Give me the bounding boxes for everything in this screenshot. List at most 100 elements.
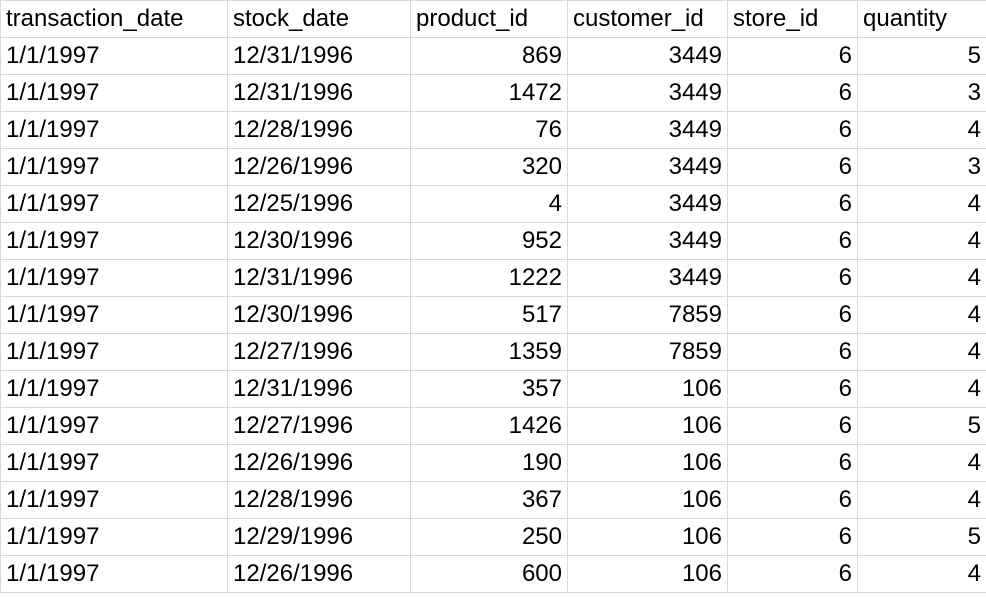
customer-id-cell[interactable]: 7859 — [567, 333, 728, 371]
product-id-cell[interactable]: 1359 — [410, 333, 568, 371]
product-id-cell[interactable]: 357 — [410, 370, 568, 408]
store-id-cell[interactable]: 6 — [727, 222, 858, 260]
quantity-cell[interactable]: 5 — [857, 407, 986, 445]
quantity-cell[interactable]: 4 — [857, 481, 986, 519]
quantity-cell[interactable]: 4 — [857, 259, 986, 297]
quantity-cell[interactable]: 3 — [857, 148, 986, 186]
transaction-date-cell[interactable]: 1/1/1997 — [0, 555, 228, 593]
customer-id-cell[interactable]: 3449 — [567, 74, 728, 112]
stock-date-cell[interactable]: 12/28/1996 — [227, 481, 411, 519]
customer-id-cell[interactable]: 3449 — [567, 37, 728, 75]
quantity-cell[interactable]: 4 — [857, 111, 986, 149]
customer-id-cell[interactable]: 3449 — [567, 259, 728, 297]
customer-id-cell[interactable]: 106 — [567, 481, 728, 519]
product-id-cell[interactable]: 190 — [410, 444, 568, 482]
product-id-cell[interactable]: 250 — [410, 518, 568, 556]
stock-date-cell[interactable]: 12/30/1996 — [227, 222, 411, 260]
quantity-cell[interactable]: 4 — [857, 185, 986, 223]
transaction-date-cell[interactable]: 1/1/1997 — [0, 333, 228, 371]
customer-id-cell[interactable]: 106 — [567, 518, 728, 556]
quantity-cell[interactable]: 4 — [857, 333, 986, 371]
table-row: 1/1/1997 12/29/1996 250 106 6 5 — [0, 518, 986, 556]
transaction-date-cell[interactable]: 1/1/1997 — [0, 37, 228, 75]
customer-id-cell[interactable]: 3449 — [567, 148, 728, 186]
customer-id-cell[interactable]: 3449 — [567, 222, 728, 260]
transaction-date-cell[interactable]: 1/1/1997 — [0, 407, 228, 445]
store-id-cell[interactable]: 6 — [727, 407, 858, 445]
stock-date-cell[interactable]: 12/27/1996 — [227, 333, 411, 371]
product-id-cell[interactable]: 367 — [410, 481, 568, 519]
product-id-cell[interactable]: 320 — [410, 148, 568, 186]
quantity-cell[interactable]: 3 — [857, 74, 986, 112]
quantity-cell[interactable]: 4 — [857, 370, 986, 408]
transaction-date-cell[interactable]: 1/1/1997 — [0, 370, 228, 408]
store-id-cell[interactable]: 6 — [727, 333, 858, 371]
header-cell-transaction-date[interactable]: transaction_date — [0, 0, 228, 38]
store-id-cell[interactable]: 6 — [727, 74, 858, 112]
store-id-cell[interactable]: 6 — [727, 37, 858, 75]
product-id-cell[interactable]: 1472 — [410, 74, 568, 112]
store-id-cell[interactable]: 6 — [727, 185, 858, 223]
quantity-cell[interactable]: 5 — [857, 37, 986, 75]
header-cell-product-id[interactable]: product_id — [410, 0, 568, 38]
store-id-cell[interactable]: 6 — [727, 555, 858, 593]
stock-date-cell[interactable]: 12/31/1996 — [227, 370, 411, 408]
table-row: 1/1/1997 12/26/1996 600 106 6 4 — [0, 555, 986, 593]
stock-date-cell[interactable]: 12/31/1996 — [227, 37, 411, 75]
header-cell-store-id[interactable]: store_id — [727, 0, 858, 38]
transaction-date-cell[interactable]: 1/1/1997 — [0, 481, 228, 519]
store-id-cell[interactable]: 6 — [727, 481, 858, 519]
table-row: 1/1/1997 12/26/1996 320 3449 6 3 — [0, 148, 986, 186]
store-id-cell[interactable]: 6 — [727, 518, 858, 556]
transaction-date-cell[interactable]: 1/1/1997 — [0, 111, 228, 149]
store-id-cell[interactable]: 6 — [727, 148, 858, 186]
store-id-cell[interactable]: 6 — [727, 370, 858, 408]
quantity-cell[interactable]: 5 — [857, 518, 986, 556]
quantity-cell[interactable]: 4 — [857, 444, 986, 482]
transaction-date-cell[interactable]: 1/1/1997 — [0, 222, 228, 260]
stock-date-cell[interactable]: 12/27/1996 — [227, 407, 411, 445]
stock-date-cell[interactable]: 12/26/1996 — [227, 148, 411, 186]
stock-date-cell[interactable]: 12/25/1996 — [227, 185, 411, 223]
store-id-cell[interactable]: 6 — [727, 111, 858, 149]
quantity-cell[interactable]: 4 — [857, 222, 986, 260]
stock-date-cell[interactable]: 12/30/1996 — [227, 296, 411, 334]
product-id-cell[interactable]: 76 — [410, 111, 568, 149]
transaction-date-cell[interactable]: 1/1/1997 — [0, 296, 228, 334]
transaction-date-cell[interactable]: 1/1/1997 — [0, 518, 228, 556]
product-id-cell[interactable]: 1426 — [410, 407, 568, 445]
transaction-date-cell[interactable]: 1/1/1997 — [0, 259, 228, 297]
product-id-cell[interactable]: 4 — [410, 185, 568, 223]
stock-date-cell[interactable]: 12/31/1996 — [227, 74, 411, 112]
store-id-cell[interactable]: 6 — [727, 259, 858, 297]
product-id-cell[interactable]: 517 — [410, 296, 568, 334]
customer-id-cell[interactable]: 3449 — [567, 185, 728, 223]
stock-date-cell[interactable]: 12/26/1996 — [227, 555, 411, 593]
transaction-date-cell[interactable]: 1/1/1997 — [0, 148, 228, 186]
customer-id-cell[interactable]: 3449 — [567, 111, 728, 149]
stock-date-cell[interactable]: 12/29/1996 — [227, 518, 411, 556]
stock-date-cell[interactable]: 12/28/1996 — [227, 111, 411, 149]
product-id-cell[interactable]: 600 — [410, 555, 568, 593]
header-cell-customer-id[interactable]: customer_id — [567, 0, 728, 38]
store-id-cell[interactable]: 6 — [727, 296, 858, 334]
quantity-cell[interactable]: 4 — [857, 296, 986, 334]
table-body: 1/1/1997 12/31/1996 869 3449 6 5 1/1/1997 12/31… — [0, 37, 986, 593]
product-id-cell[interactable]: 869 — [410, 37, 568, 75]
header-cell-quantity[interactable]: quantity — [857, 0, 986, 38]
customer-id-cell[interactable]: 106 — [567, 370, 728, 408]
product-id-cell[interactable]: 1222 — [410, 259, 568, 297]
quantity-cell[interactable]: 4 — [857, 555, 986, 593]
stock-date-cell[interactable]: 12/26/1996 — [227, 444, 411, 482]
customer-id-cell[interactable]: 106 — [567, 555, 728, 593]
customer-id-cell[interactable]: 106 — [567, 407, 728, 445]
transaction-date-cell[interactable]: 1/1/1997 — [0, 74, 228, 112]
customer-id-cell[interactable]: 106 — [567, 444, 728, 482]
customer-id-cell[interactable]: 7859 — [567, 296, 728, 334]
transaction-date-cell[interactable]: 1/1/1997 — [0, 185, 228, 223]
product-id-cell[interactable]: 952 — [410, 222, 568, 260]
transaction-date-cell[interactable]: 1/1/1997 — [0, 444, 228, 482]
header-cell-stock-date[interactable]: stock_date — [227, 0, 411, 38]
stock-date-cell[interactable]: 12/31/1996 — [227, 259, 411, 297]
store-id-cell[interactable]: 6 — [727, 444, 858, 482]
